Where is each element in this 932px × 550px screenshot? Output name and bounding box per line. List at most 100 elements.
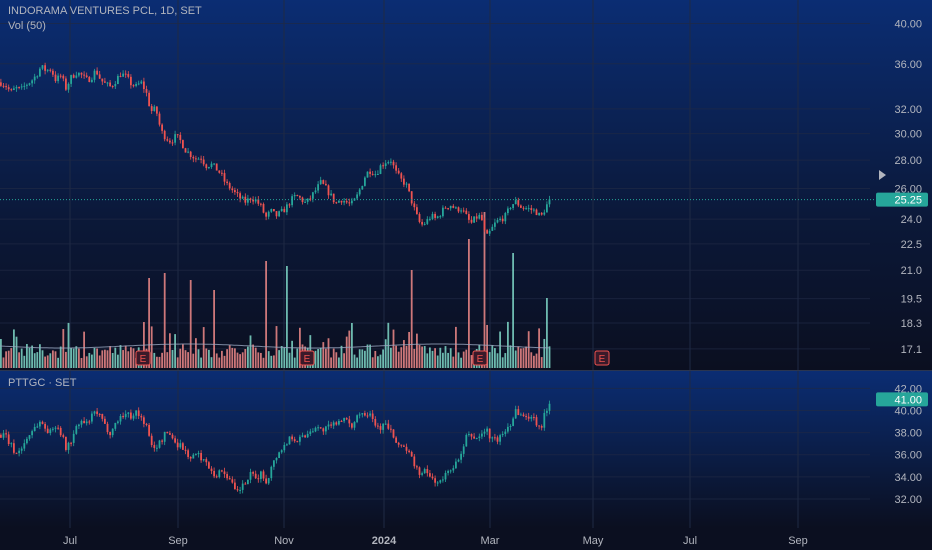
candle-body [322, 180, 325, 184]
compare-candle-body [345, 418, 348, 420]
candle-body [296, 195, 299, 197]
compare-candle-body [192, 454, 195, 459]
candle-body [205, 164, 208, 169]
candle-body [114, 84, 117, 87]
volume-bar [57, 357, 59, 368]
volume-bar [124, 345, 127, 368]
candle-body [67, 83, 70, 90]
candle-body [384, 163, 387, 167]
candle-body [2, 85, 5, 87]
volume-bar [228, 345, 231, 368]
compare-candle-body [163, 431, 166, 442]
candle-body [483, 220, 486, 231]
candle-body [470, 219, 473, 223]
volume-bar [351, 323, 353, 368]
volume-bar [340, 345, 343, 368]
volume-bar [260, 352, 262, 368]
compare-symbol-legend[interactable]: PTTGC · SET [8, 377, 77, 389]
volume-bar [374, 350, 377, 368]
candle-body [109, 82, 111, 87]
candle-body [132, 85, 135, 87]
compare-candle-body [431, 476, 434, 479]
candle-body [364, 177, 366, 186]
compare-candle-body [80, 420, 83, 425]
candle-body [101, 78, 104, 82]
compare-candle-body [215, 476, 218, 478]
compare-candle-body [75, 426, 78, 434]
candle-body [257, 199, 260, 204]
compare-candle-body [195, 454, 197, 456]
candle-body [260, 203, 262, 205]
volume-bar [106, 350, 109, 368]
candle-body [301, 197, 304, 203]
candle-body [312, 192, 314, 199]
candle-body [400, 173, 403, 179]
volume-bar [507, 321, 509, 368]
volume-bar [397, 351, 400, 368]
volume-bar [366, 344, 369, 368]
compare-candle-body [202, 459, 205, 461]
compare-candle-body [280, 450, 283, 453]
volume-bar [91, 354, 93, 368]
candle-body [327, 185, 330, 196]
candle-body [176, 134, 179, 136]
volume-bar [83, 331, 85, 368]
compare-candle-body [221, 470, 223, 472]
volume-bar [410, 270, 413, 368]
compare-candle-body [88, 421, 91, 423]
compare-candle-body [20, 448, 23, 451]
volume-bar [525, 346, 527, 368]
last-price-label: 25.25 [894, 195, 922, 207]
candle-body [343, 201, 345, 203]
candle-body [150, 106, 153, 111]
volume-bar [533, 355, 535, 368]
compare-candle-body [262, 471, 265, 479]
compare-candle-body [488, 428, 491, 439]
price-tick-label: 19.5 [901, 294, 922, 306]
candle-body [379, 165, 382, 174]
compare-candle-body [390, 428, 392, 430]
compare-candle-body [130, 412, 132, 419]
volume-legend[interactable]: Vol (50) [8, 20, 46, 32]
candle-body [462, 210, 465, 212]
candle-body [36, 76, 39, 78]
volume-bar [514, 350, 517, 368]
compare-candle-body [460, 453, 462, 460]
volume-bar [265, 261, 267, 368]
compare-candle-body [514, 409, 517, 419]
compare-candle-body [468, 433, 470, 435]
compare-candle-body [114, 422, 117, 429]
candle-body [525, 208, 527, 210]
compare-candle-body [0, 434, 2, 438]
volume-bar [296, 348, 299, 368]
candle-body [189, 151, 192, 158]
volume-bar [39, 344, 41, 368]
compare-candle-body [317, 427, 319, 429]
time-tick-label: Jul [63, 535, 77, 547]
volume-bar [62, 329, 65, 368]
candle-body [421, 221, 423, 225]
volume-bar [101, 350, 104, 368]
candle-body [208, 167, 210, 169]
candle-body [184, 148, 187, 153]
compare-candle-body [351, 423, 353, 428]
candle-body [49, 69, 52, 71]
main-symbol-legend[interactable]: INDORAMA VENTURES PCL, 1D, SET [8, 5, 202, 17]
candle-body [202, 159, 205, 165]
compare-tick-label: 38.00 [894, 428, 922, 440]
compare-candle-body [36, 426, 39, 428]
compare-pane-background [0, 371, 932, 528]
compare-candle-body [70, 442, 72, 444]
compare-candle-body [101, 413, 104, 419]
compare-tick-label: 42.00 [894, 383, 922, 395]
volume-bar [358, 349, 361, 368]
compare-candle-body [452, 468, 455, 471]
volume-bar [96, 348, 98, 368]
compare-candle-body [65, 436, 67, 450]
compare-candle-body [546, 410, 548, 413]
candle-body [514, 200, 517, 205]
candle-body [80, 72, 83, 75]
volume-bar [184, 350, 187, 368]
